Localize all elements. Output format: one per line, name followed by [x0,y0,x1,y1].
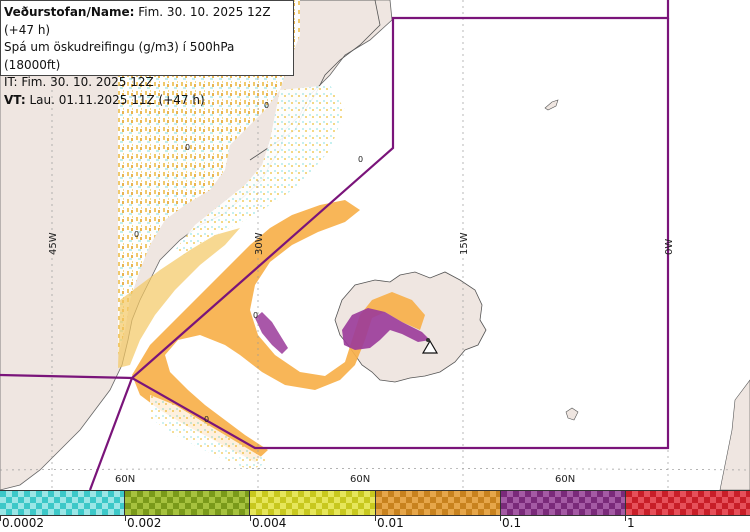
legend-swatch-5 [500,491,626,515]
legend-tick [0,516,1,521]
faroe-islands [565,407,579,421]
legend-tick [375,516,376,521]
lat-label-3: 60N [555,474,575,485]
contour-label-3: 0 [358,155,363,164]
contour-label-1: 0 [264,101,269,110]
legend-tick [625,516,626,521]
parallel-60n [0,468,750,471]
info-line-description: Spá um öskudreifingu (g/m3) í 500hPa (18… [4,40,235,72]
legend-swatch-4 [375,491,501,515]
ash-core-iceland [342,308,430,350]
ash-plume-tail [150,395,270,470]
vt-label: VT: [4,92,26,107]
lon-label-15w: 15W [459,232,470,255]
legend-label-2: 0.002 [127,516,162,530]
ash-field-greenland [118,0,300,355]
legend-swatch-2 [125,491,251,515]
legend-tick [125,516,126,521]
volcano-marker-icon [421,339,439,354]
legend-color-bar [0,490,750,516]
lon-label-30w: 30W [254,232,265,255]
lat-label-1: 60N [115,474,135,485]
name-label: Veðurstofan/Name: [4,5,135,19]
lon-label-45w: 45W [48,232,59,255]
legend-tick [250,516,251,521]
legend-label-1: 0.0002 [2,516,44,530]
ash-field-coast [175,85,345,255]
lat-label-2: 60N [350,474,370,485]
ash-plume-fringe [118,228,240,368]
contour-label-4: 0 [134,230,139,239]
legend-label-5: 0.1 [502,516,522,530]
legend-label-4: 0.01 [377,516,404,530]
contour-label-5: 0 [253,311,258,320]
ash-dispersion-map: 45W 30W 15W 0W 60N 60N 60N 0 0 0 0 0 0 [0,0,750,490]
contour-label-2: 0 [185,143,190,152]
legend-label-3: 0.004 [252,516,287,530]
info-line-issue-time: IT: Fim. 30. 10. 2025 12Z [4,75,154,89]
legend-swatch-1 [0,491,126,515]
norway-coast [719,379,750,490]
info-line-valid-time: VT: Lau. 01.11.2025 11Z (+47 h) [4,92,293,110]
legend-tick [500,516,501,521]
ash-core-west [255,312,288,354]
legend-label-6: 1 [627,516,635,530]
info-line-name: Veðurstofan/Name: Fim. 30. 10. 2025 12Z … [4,4,293,39]
fir-boundary-south [131,18,670,450]
lon-label-0w: 0W [664,239,675,255]
fir-boundary-east [0,0,670,380]
name-value: Fim. 30. 10. 2025 12Z (+47 h) [4,5,271,37]
concentration-legend: 0.0002 0.002 0.004 0.01 0.1 1 [0,490,750,532]
jan-mayen [544,99,559,111]
legend-swatch-6 [625,491,750,515]
forecast-info-box: Veðurstofan/Name: Fim. 30. 10. 2025 12Z … [0,0,294,107]
fir-boundary-sw [88,377,134,490]
vt-value: Lau. 01.11.2025 11Z (+47 h) [25,92,205,107]
legend-swatch-3 [250,491,376,515]
contour-label-6: 0 [204,415,209,424]
